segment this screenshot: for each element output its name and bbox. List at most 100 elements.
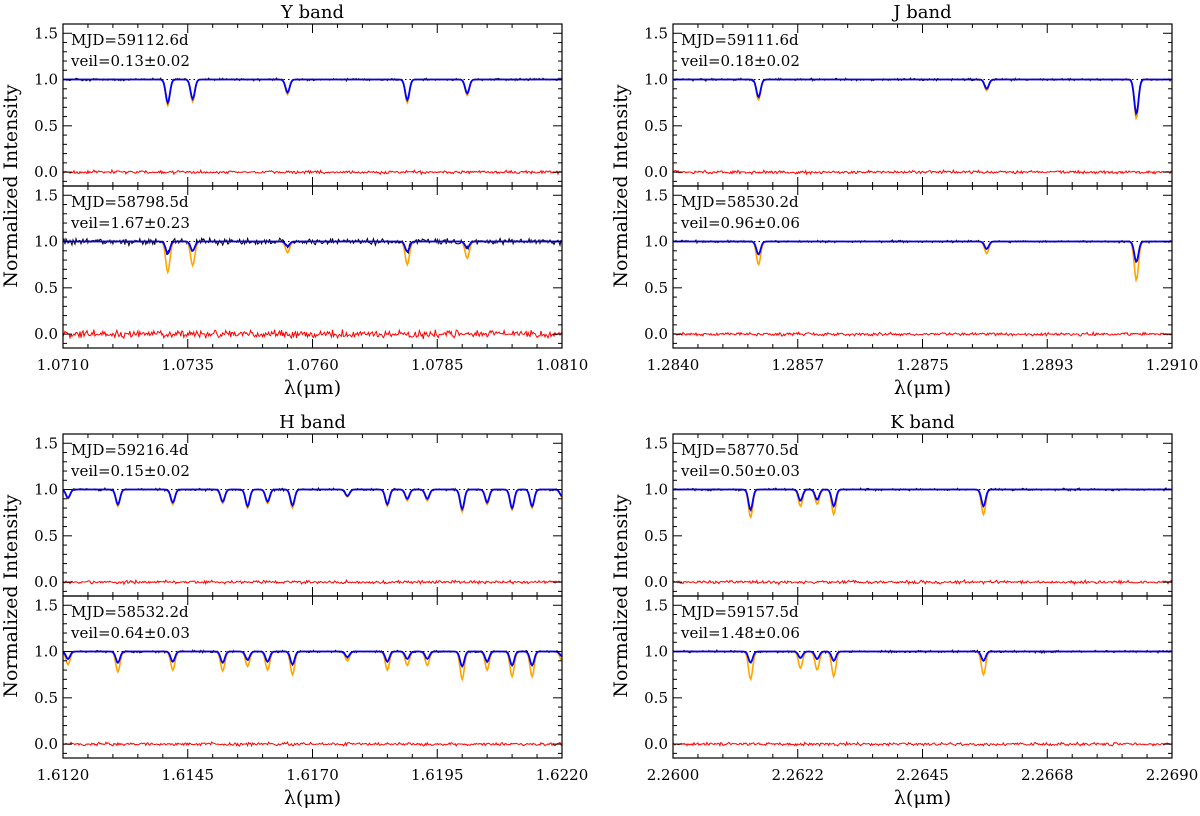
x-axis-label: λ(μm) — [284, 377, 341, 399]
spectra — [63, 77, 562, 176]
veiled-model-line — [63, 488, 562, 512]
y-tick-label: 0.0 — [644, 735, 668, 753]
observed-spectrum-line — [63, 486, 562, 512]
spectra — [63, 649, 562, 748]
spectra — [63, 236, 562, 340]
x-tick-label: 2.2600 — [647, 766, 700, 784]
residual-line — [673, 740, 1172, 748]
residual-line — [63, 740, 562, 748]
x-tick-label: 1.0735 — [162, 356, 215, 374]
veil-label: veil=0.18±0.02 — [680, 52, 800, 70]
y-tick-label: 0.0 — [34, 163, 58, 181]
observed-spectrum-line — [63, 77, 562, 105]
x-tick-label: 1.0810 — [536, 356, 589, 374]
y-tick-label: 1.5 — [644, 24, 668, 42]
residual-line — [673, 578, 1172, 586]
x-tick-label: 1.6120 — [37, 766, 90, 784]
k-band-subplot: K band Normalized Intensity λ(μm) 0.0 0.5 1.0… — [610, 412, 1198, 809]
h-band-subplot: H band Normalized Intensity λ(μm) 0.0 0.5 1.0… — [0, 412, 588, 809]
veil-label: veil=1.48±0.06 — [680, 624, 800, 642]
subplot-title: H band — [279, 412, 346, 433]
x-tick-label: 1.0785 — [411, 356, 464, 374]
y-tick-label: 1.5 — [644, 434, 668, 452]
y-axis-label: Normalized Intensity — [610, 84, 632, 287]
x-axis-label: λ(μm) — [894, 377, 951, 399]
veiled-model-line — [673, 240, 1172, 264]
unveiled-model-line — [63, 78, 562, 108]
panel-bottom: 0.0 0.5 1.0 1.5 MJD=59157.5d veil=1.48±0.06 — [644, 595, 1173, 759]
mjd-label: MJD=59216.4d — [71, 441, 189, 459]
y-band-subplot: Y band Normalized Intensity λ(μm) 0.0 0.5 1.0… — [0, 2, 588, 399]
unveiled-model-line — [673, 78, 1172, 121]
x-tick-label: 1.2840 — [647, 356, 700, 374]
y-tick-label: 0.5 — [34, 279, 58, 297]
y-tick-label: 1.5 — [34, 434, 58, 452]
x-tick-label: 2.2645 — [896, 766, 949, 784]
mjd-label: MJD=58532.2d — [71, 603, 189, 621]
x-tick-label: 1.6170 — [286, 766, 339, 784]
y-axis-label: Normalized Intensity — [0, 84, 22, 287]
veiled-model-line — [673, 488, 1172, 512]
y-tick-label: 0.0 — [644, 573, 668, 591]
panel-bottom: 0.0 0.5 1.0 1.5 MJD=58798.5d veil=1.67±0.23 — [34, 185, 563, 349]
x-tick-label: 1.2893 — [1021, 356, 1074, 374]
x-tick-label: 1.0710 — [37, 356, 90, 374]
residual-line — [63, 328, 562, 340]
y-tick-label: 1.0 — [34, 481, 58, 499]
x-tick-label: 1.2875 — [896, 356, 949, 374]
y-tick-label: 1.0 — [34, 643, 58, 661]
y-tick-label: 0.5 — [644, 117, 668, 135]
spectra — [673, 487, 1172, 586]
y-tick-label: 1.5 — [34, 186, 58, 204]
mjd-label: MJD=58770.5d — [681, 441, 799, 459]
unveiled-model-line — [63, 650, 562, 682]
y-tick-label: 1.0 — [34, 71, 58, 89]
residual-line — [63, 168, 562, 176]
veil-label: veil=0.15±0.02 — [70, 462, 190, 480]
subplot-title: Y band — [280, 2, 344, 23]
y-tick-label: 0.5 — [644, 689, 668, 707]
y-tick-label: 1.0 — [34, 233, 58, 251]
x-tick-label: 2.2690 — [1146, 766, 1199, 784]
spectra — [673, 239, 1172, 337]
x-axis-label: λ(μm) — [894, 787, 951, 809]
mjd-label: MJD=59111.6d — [681, 31, 799, 49]
residual-line — [673, 168, 1172, 176]
veiled-model-line — [63, 650, 562, 669]
unveiled-model-line — [63, 240, 562, 275]
y-tick-label: 0.5 — [34, 527, 58, 545]
x-axis-label: λ(μm) — [284, 787, 341, 809]
subplot-title: K band — [890, 412, 955, 433]
y-tick-label: 1.0 — [644, 233, 668, 251]
y-tick-label: 0.0 — [644, 163, 668, 181]
y-axis-label: Normalized Intensity — [0, 494, 22, 697]
panel-top: 0.0 0.5 1.0 1.5 MJD=59111.6d veil=0.18±0.02 — [644, 23, 1173, 187]
y-tick-label: 1.0 — [644, 643, 668, 661]
unveiled-model-line — [63, 488, 562, 514]
panel-bottom: 0.0 0.5 1.0 1.5 MJD=58532.2d veil=0.64±0.03 — [34, 595, 563, 759]
mjd-label: MJD=58798.5d — [71, 193, 189, 211]
observed-spectrum-line — [673, 239, 1172, 263]
veil-label: veil=0.96±0.06 — [680, 214, 800, 232]
y-tick-label: 1.5 — [34, 596, 58, 614]
spectra — [673, 649, 1172, 748]
panel-top: 0.0 0.5 1.0 1.5 MJD=59112.6d veil=0.13±0.02 — [34, 23, 563, 187]
x-tick-label: 2.2622 — [772, 766, 825, 784]
panel-top: 0.0 0.5 1.0 1.5 MJD=59216.4d veil=0.15±0.02 — [34, 433, 563, 597]
y-tick-label: 1.5 — [644, 186, 668, 204]
spectra — [63, 486, 562, 586]
x-tick-label: 1.6145 — [162, 766, 215, 784]
veiled-model-line — [673, 78, 1172, 116]
veil-label: veil=0.13±0.02 — [70, 52, 190, 70]
j-band-subplot: J band Normalized Intensity λ(μm) 0.0 0.5 1.0… — [610, 2, 1198, 399]
x-tick-label: 1.0760 — [286, 356, 339, 374]
x-tick-label: 1.2857 — [772, 356, 825, 374]
panel-bottom: 0.0 0.5 1.0 1.5 MJD=58530.2d veil=0.96±0.06 — [644, 185, 1173, 349]
y-tick-label: 0.5 — [644, 527, 668, 545]
observed-spectrum-line — [63, 649, 562, 667]
y-tick-label: 0.0 — [34, 325, 58, 343]
y-tick-label: 1.5 — [34, 24, 58, 42]
observed-spectrum-line — [673, 77, 1172, 116]
mjd-label: MJD=58530.2d — [681, 193, 799, 211]
